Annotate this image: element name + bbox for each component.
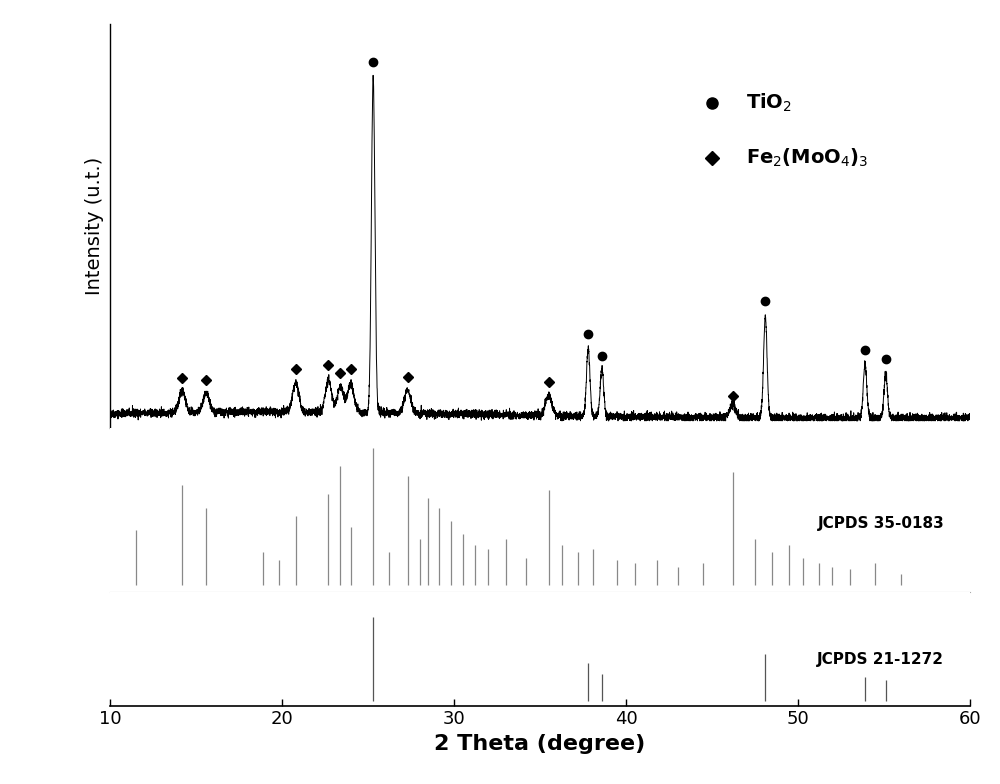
Text: JCPDS 35-0183: JCPDS 35-0183: [817, 516, 944, 531]
X-axis label: 2 Theta (degree): 2 Theta (degree): [434, 734, 646, 754]
Text: Fe$_2$(MoO$_4$)$_3$: Fe$_2$(MoO$_4$)$_3$: [746, 147, 869, 169]
Text: JCPDS 21-1272: JCPDS 21-1272: [817, 652, 944, 666]
Text: TiO$_2$: TiO$_2$: [746, 92, 792, 114]
Y-axis label: Intensity (u.t.): Intensity (u.t.): [85, 157, 104, 295]
